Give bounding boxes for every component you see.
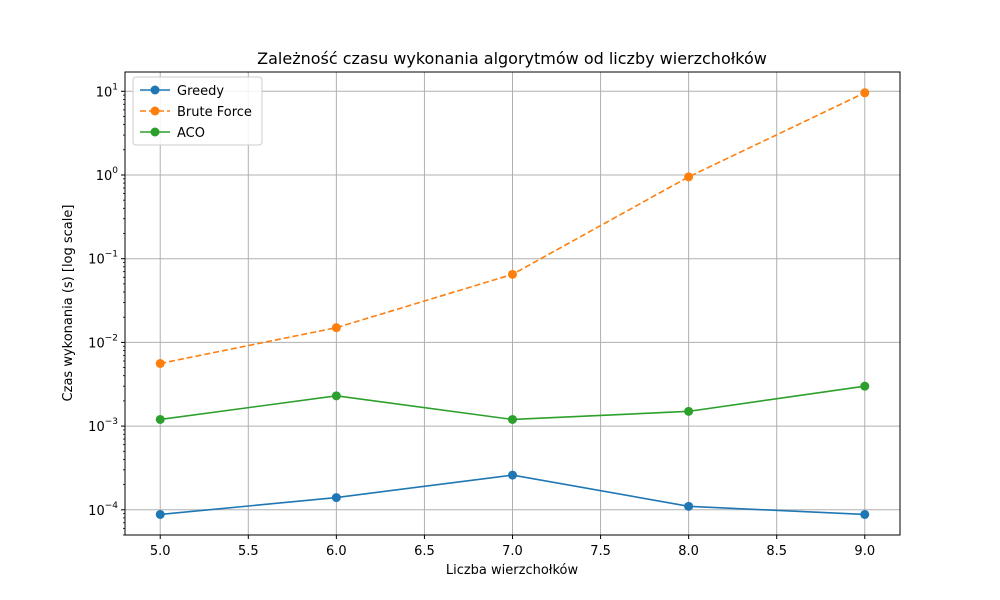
x-tick-label: 6.0	[326, 544, 347, 559]
data-point-greedy	[508, 470, 517, 480]
data-point-aco	[155, 414, 165, 424]
y-tick-label: 101	[96, 82, 118, 100]
legend-box	[132, 76, 263, 146]
x-axis-label: Liczba wierzchołków	[446, 563, 579, 578]
data-point-brute-force	[684, 172, 694, 182]
x-tick-label: 6.5	[414, 544, 435, 559]
y-tick-label: 10−2	[88, 333, 118, 351]
x-tick-label: 8.0	[678, 544, 699, 559]
x-tick-label: 7.0	[502, 544, 523, 559]
x-tick-label: 5.5	[238, 544, 259, 559]
y-tick-label: 100	[96, 166, 119, 184]
data-point-greedy	[331, 493, 341, 503]
data-point-brute-force	[508, 269, 517, 279]
x-tick-label: 9.0	[854, 544, 875, 559]
legend: Greedy Brute Force ACO	[132, 76, 263, 146]
legend-label-aco: ACO	[177, 126, 205, 141]
legend-swatch-marker-greedy	[150, 85, 160, 95]
x-tick-label: 5.0	[150, 544, 171, 559]
chart-title: Zależność czasu wykonania algorytmów od …	[257, 49, 767, 68]
data-point-aco	[684, 406, 694, 416]
series-layer	[155, 88, 870, 519]
legend-label-greedy: Greedy	[177, 84, 224, 99]
y-tick-label: 10−3	[88, 417, 118, 435]
data-point-greedy	[860, 509, 870, 519]
data-point-aco	[331, 391, 341, 401]
y-axis-ticks: 10−4 10−3 10−2 10−1 100 101	[88, 82, 125, 536]
y-axis-label: Czas wykonania (s) [log scale]	[61, 205, 76, 402]
data-point-aco	[508, 414, 517, 424]
legend-label-brute-force: Brute Force	[177, 105, 252, 120]
x-tick-label: 8.5	[766, 544, 787, 559]
y-tick-label: 10−4	[88, 501, 118, 519]
x-axis-ticks: 5.0 5.5 6.0 6.5 7.0 7.5 8.0 8.5 9.0	[150, 535, 875, 559]
data-point-greedy	[155, 509, 165, 519]
legend-swatch-marker-brute-force	[150, 106, 160, 116]
data-point-greedy	[684, 501, 694, 511]
legend-swatch-marker-aco	[150, 127, 160, 137]
y-tick-label: 10−1	[88, 250, 118, 268]
data-point-brute-force	[331, 323, 341, 333]
x-tick-label: 7.5	[590, 544, 611, 559]
data-point-brute-force	[155, 358, 165, 368]
data-point-brute-force	[860, 88, 870, 98]
data-point-aco	[860, 381, 870, 391]
